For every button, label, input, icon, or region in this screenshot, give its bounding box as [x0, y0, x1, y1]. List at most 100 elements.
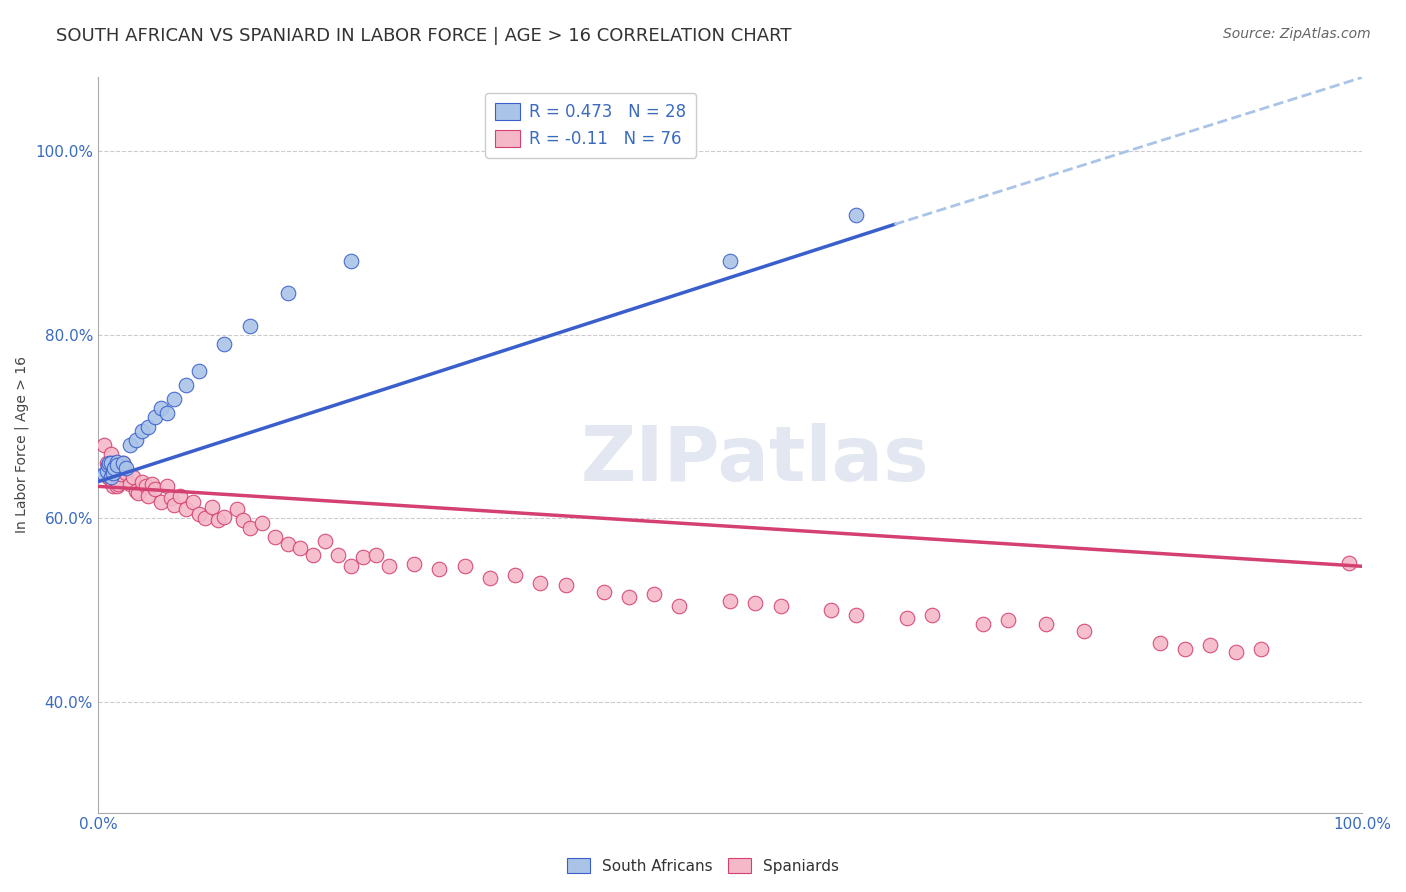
Point: [156, 406, 179, 420]
Point: [114, 466, 136, 480]
Point: [1339, 556, 1361, 570]
Point: [820, 603, 842, 617]
Point: [207, 513, 229, 527]
Point: [125, 434, 148, 448]
Point: [617, 590, 640, 604]
Point: [239, 521, 262, 535]
Point: [114, 461, 136, 475]
Point: [478, 571, 501, 585]
Point: [131, 475, 153, 489]
Point: [97, 458, 120, 473]
Point: [98, 461, 121, 475]
Point: [921, 607, 943, 622]
Point: [163, 498, 186, 512]
Point: [997, 613, 1019, 627]
Point: [188, 507, 211, 521]
Point: [100, 470, 122, 484]
Point: [643, 587, 665, 601]
Point: [288, 541, 311, 555]
Point: [96, 456, 118, 470]
Point: [163, 392, 186, 406]
Point: [239, 318, 262, 333]
Point: [718, 254, 741, 268]
Point: [135, 479, 157, 493]
Point: [769, 599, 792, 613]
Point: [103, 461, 125, 475]
Point: [1250, 642, 1272, 657]
Point: [744, 596, 766, 610]
Point: [105, 454, 128, 468]
Point: [845, 607, 868, 622]
Point: [176, 502, 198, 516]
Point: [110, 467, 132, 482]
Point: [100, 456, 122, 470]
Point: [1174, 642, 1197, 657]
Point: [169, 489, 191, 503]
Point: [156, 479, 179, 493]
Point: [150, 401, 173, 416]
Point: [503, 568, 526, 582]
Point: [845, 208, 868, 222]
Point: [668, 599, 690, 613]
Point: [277, 286, 299, 301]
Point: [141, 476, 163, 491]
Point: [118, 476, 141, 491]
Point: [301, 548, 323, 562]
Point: [101, 466, 124, 480]
Point: [1225, 645, 1247, 659]
Point: [101, 475, 124, 489]
Point: [364, 548, 387, 562]
Point: [896, 611, 918, 625]
Point: [402, 558, 425, 572]
Point: [1073, 624, 1095, 638]
Point: [326, 548, 349, 562]
Point: [264, 530, 287, 544]
Point: [138, 419, 160, 434]
Point: [1199, 638, 1222, 652]
Point: [98, 456, 121, 470]
Point: [122, 470, 145, 484]
Point: [125, 483, 148, 498]
Point: [339, 254, 361, 268]
Legend: South Africans, Spaniards: South Africans, Spaniards: [561, 852, 845, 880]
Point: [112, 456, 135, 470]
Legend: R = 0.473   N = 28, R = -0.11   N = 76: R = 0.473 N = 28, R = -0.11 N = 76: [485, 93, 696, 158]
Point: [1035, 617, 1057, 632]
Point: [101, 479, 124, 493]
Point: [103, 456, 125, 470]
Point: [972, 617, 994, 632]
Point: [352, 550, 374, 565]
Point: [105, 479, 128, 493]
Point: [252, 516, 274, 530]
Point: [314, 534, 336, 549]
Point: [131, 424, 153, 438]
Point: [592, 585, 614, 599]
Y-axis label: In Labor Force | Age > 16: In Labor Force | Age > 16: [15, 357, 30, 533]
Point: [96, 464, 118, 478]
Point: [97, 470, 120, 484]
Point: [143, 410, 166, 425]
Point: [226, 502, 249, 516]
Point: [105, 458, 128, 473]
Point: [118, 438, 141, 452]
Point: [214, 337, 236, 351]
Point: [100, 447, 122, 461]
Text: Source: ZipAtlas.com: Source: ZipAtlas.com: [1223, 27, 1371, 41]
Point: [181, 495, 204, 509]
Point: [93, 467, 115, 482]
Point: [143, 482, 166, 496]
Point: [529, 575, 551, 590]
Point: [107, 476, 129, 491]
Point: [93, 438, 115, 452]
Point: [554, 577, 576, 591]
Point: [339, 559, 361, 574]
Point: [214, 509, 236, 524]
Point: [377, 559, 399, 574]
Point: [277, 537, 299, 551]
Point: [138, 489, 160, 503]
Point: [1149, 635, 1171, 649]
Text: SOUTH AFRICAN VS SPANIARD IN LABOR FORCE | AGE > 16 CORRELATION CHART: SOUTH AFRICAN VS SPANIARD IN LABOR FORCE…: [56, 27, 792, 45]
Point: [718, 594, 741, 608]
Point: [427, 562, 450, 576]
Point: [201, 500, 224, 515]
